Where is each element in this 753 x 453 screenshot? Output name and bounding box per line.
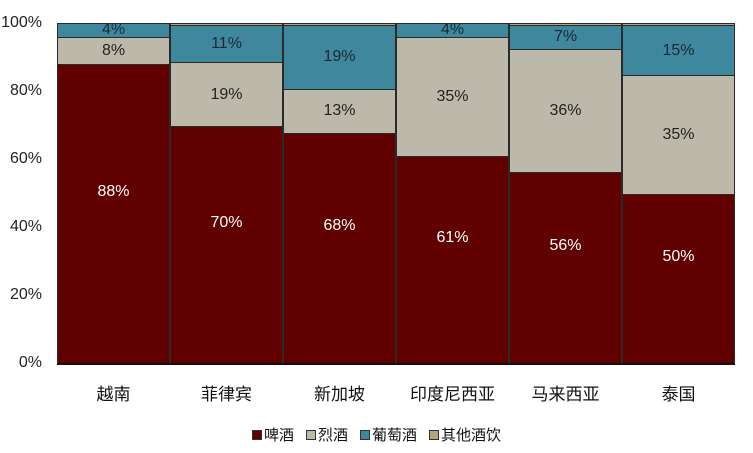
bar-segment: 19% [170,61,283,127]
plot-area: 88% 8% 4% 70% 19% 11% 68% 13% 19% 61% 35% 4% 56% 36% 7… [57,21,735,365]
bar-segment: 50% [622,193,735,363]
data-label: 36% [549,101,582,119]
legend-swatch-icon [360,429,370,440]
data-label: 19% [323,48,356,66]
x-tick-label: 新加坡 [314,385,365,405]
legend-item: 烈酒 [305,424,348,445]
data-label: 11% [211,34,242,52]
legend-swatch-icon [305,429,316,440]
bar-segment: 61% [396,155,509,363]
bar-2: 68% 13% 19% [283,23,396,363]
x-tick-label: 印度尼西亚 [410,385,495,405]
legend-swatch-icon [251,429,262,440]
data-label: 70% [210,214,243,232]
legend: 啤酒 烈酒 葡萄酒 其他酒饮 [0,424,753,445]
bar-segment: 8% [57,36,170,64]
legend-item: 葡萄酒 [360,424,417,445]
y-tick-label: 100% [1,14,42,31]
bar-0: 88% 8% 4% [57,21,170,363]
bar-segment: 7% [509,24,622,49]
legend-label: 啤酒 [263,426,294,444]
bar-segment: 68% [283,132,396,363]
data-label: 13% [323,102,356,120]
bar-4: 56% 36% 7% [509,23,622,363]
x-tick-label: 泰国 [661,385,696,405]
data-label: 88% [97,182,130,200]
y-tick-label: 60% [9,150,42,167]
y-tick-label: 40% [9,218,42,235]
legend-label: 烈酒 [317,426,348,444]
data-label: 15% [662,41,695,59]
bar-segment: 15% [622,24,735,76]
data-label: 61% [436,228,469,246]
data-label: 35% [662,126,695,144]
bar-segment: 13% [283,88,396,133]
bar-1: 70% 19% 11% [170,23,283,363]
data-label: 8% [101,41,126,59]
data-label: 19% [210,85,243,103]
bar-segment: 11% [170,24,283,62]
data-label: 68% [323,217,356,235]
legend-item: 其他酒饮 [429,424,501,445]
bar-segment: 56% [509,171,622,363]
bar-segment: 70% [170,126,283,363]
x-tick-label: 马来西亚 [531,385,600,405]
y-tick-label: 20% [9,286,42,303]
bar-segment: 19% [283,24,396,89]
bar-segment: 36% [509,48,622,172]
bar-segment: 88% [57,63,170,363]
bar-segment: 4% [57,21,170,39]
x-tick-label: 菲律宾 [201,385,252,405]
bar-segment [622,23,735,25]
bar-5: 50% 35% 15% [622,23,735,363]
data-label: 7% [553,28,578,46]
bar-segment [170,23,283,25]
bar-segment: 35% [622,75,735,194]
legend-label: 葡萄酒 [372,426,418,444]
legend-label: 其他酒饮 [441,426,502,444]
y-tick-label: 0% [18,354,42,371]
bar-segment [283,23,396,25]
legend-swatch-icon [429,429,440,440]
data-label: 4% [101,21,126,39]
data-label: 56% [549,236,582,254]
bar-3: 61% 35% 4% [396,21,509,363]
data-label: 50% [662,247,695,265]
y-tick-label: 80% [9,82,42,99]
bar-segment [509,23,622,25]
legend-item: 啤酒 [251,424,294,445]
data-label: 35% [436,87,469,105]
x-tick-label: 越南 [96,385,131,405]
data-label: 4% [440,21,465,39]
bar-segment: 35% [396,36,509,156]
bar-segment: 4% [396,21,509,39]
